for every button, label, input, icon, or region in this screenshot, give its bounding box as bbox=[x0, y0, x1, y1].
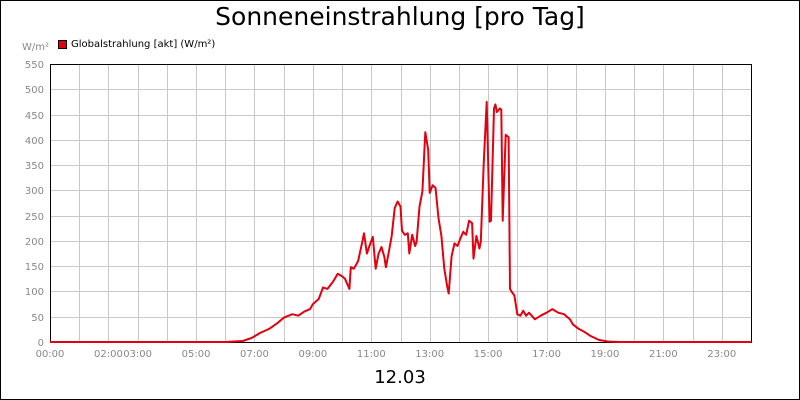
legend: Globalstrahlung [akt] (W/m²) bbox=[58, 39, 215, 50]
x-tick-label: 17:00 bbox=[532, 349, 561, 360]
y-tick-label: 150 bbox=[25, 262, 44, 273]
x-tick-label: 05:00 bbox=[182, 349, 211, 360]
y-tick-label: 50 bbox=[31, 313, 44, 324]
y-tick-label: 250 bbox=[25, 212, 44, 223]
y-axis-unit: W/m² bbox=[22, 42, 50, 53]
legend-swatch bbox=[58, 40, 67, 49]
x-tick-label: 13:00 bbox=[415, 349, 444, 360]
x-axis-label: 12.03 bbox=[374, 367, 426, 388]
x-tick-label: 23:00 bbox=[707, 349, 736, 360]
x-tick-label: 07:00 bbox=[240, 349, 269, 360]
y-tick-label: 100 bbox=[25, 287, 44, 298]
legend-label: Globalstrahlung [akt] (W/m²) bbox=[71, 39, 216, 50]
x-tick-label: 21:00 bbox=[649, 349, 678, 360]
x-tick-label: 11:00 bbox=[357, 349, 386, 360]
x-tick-label: 09:00 bbox=[298, 349, 327, 360]
x-tick-label: 03:00 bbox=[123, 349, 152, 360]
plot-area-border bbox=[50, 64, 752, 343]
x-tick-label: 19:00 bbox=[591, 349, 620, 360]
y-tick-label: 450 bbox=[25, 111, 44, 122]
x-tick-label: 15:00 bbox=[474, 349, 503, 360]
series-line bbox=[50, 100, 751, 343]
y-tick-label: 550 bbox=[25, 60, 44, 71]
y-tick-label: 500 bbox=[25, 85, 44, 96]
y-tick-label: 350 bbox=[25, 161, 44, 172]
y-tick-label: 200 bbox=[25, 237, 44, 248]
y-tick-label: 300 bbox=[25, 186, 44, 197]
x-tick-label: 02:00 bbox=[94, 349, 123, 360]
y-tick-label: 0 bbox=[38, 338, 44, 349]
chart-title: Sonneneinstrahlung [pro Tag] bbox=[215, 2, 585, 31]
x-tick-label: 00:00 bbox=[36, 349, 65, 360]
y-tick-label: 400 bbox=[25, 136, 44, 147]
